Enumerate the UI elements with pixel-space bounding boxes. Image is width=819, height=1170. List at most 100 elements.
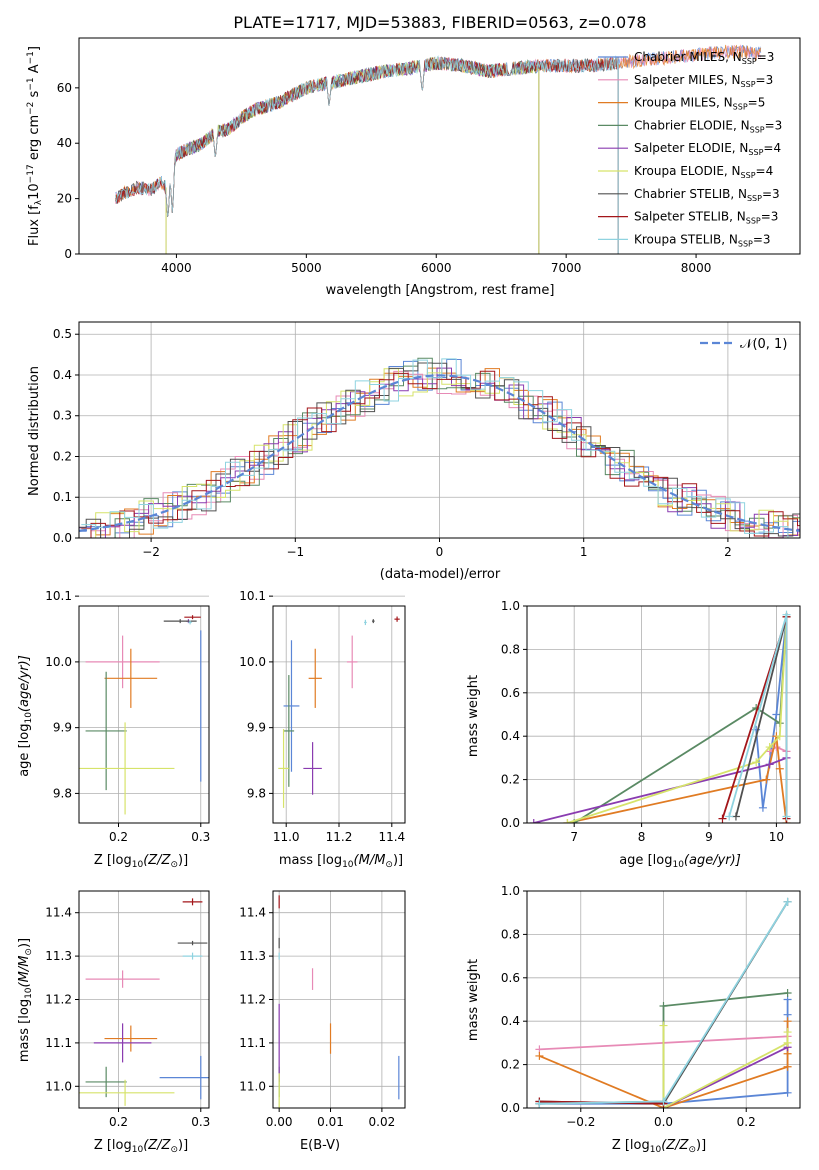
y-tick-label: 0.2: [53, 449, 72, 463]
residuals-y-label: Normed distribution: [27, 366, 42, 496]
spectrum-legend: Chabrier MILES, NSSP=3 Salpeter MILES, NS…: [598, 50, 782, 248]
x-tick-label: 11.0: [273, 830, 300, 844]
mass-age-panel: mass [log10(M/M⊙)] 11.0 11.2 11.4 9.8 9.9 10.…: [239, 589, 406, 870]
y-tick-label: 9.9: [247, 721, 266, 735]
weight-marker: [659, 1021, 668, 1030]
x-tick-label: 8: [638, 830, 646, 844]
x-tick-label: 6000: [421, 261, 452, 275]
axes-frame: [78, 605, 210, 824]
y-tick-label: 0.8: [501, 642, 520, 656]
y-tick-label: 0.4: [501, 1014, 520, 1028]
x-tick-label: 8000: [681, 261, 712, 275]
y-tick-label: 0.8: [501, 927, 520, 941]
ebv-mass-panel: E(B-V) 0.00 0.01 0.02 11.0 11.1 11.2 11.3 11.4: [239, 890, 406, 1153]
weight-marker: [783, 1062, 792, 1071]
y-tick-label: 1.0: [501, 599, 520, 613]
y-tick-label: 0.0: [53, 531, 72, 545]
weight-marker: [783, 988, 792, 997]
plot-area: [79, 357, 800, 538]
residual-histogram: [79, 367, 800, 538]
legend-entry: Chabrier ELODIE, NSSP=3: [634, 118, 782, 134]
y-tick-label: 1.0: [501, 884, 520, 898]
plot-area: [79, 898, 209, 1106]
x-tick-label: −2: [142, 545, 160, 559]
plot-area: [529, 610, 791, 823]
y-tick-label: 11.0: [45, 1079, 72, 1093]
legend-entry: Salpeter STELIB, NSSP=3: [634, 210, 778, 226]
x-tick-label: 7000: [551, 261, 582, 275]
x-tick-label: 9: [705, 830, 713, 844]
z-age-y-label: age [log10(age/yr)]: [17, 655, 34, 777]
y-tick-label: 0.5: [53, 327, 72, 341]
weight-marker: [772, 710, 781, 719]
y-tick-label: 0.0: [501, 1101, 520, 1115]
y-tick-label: 40: [57, 136, 72, 150]
y-tick-label: 0.1: [53, 490, 72, 504]
x-tick-label: 11.2: [326, 830, 353, 844]
residual-histogram: [81, 368, 800, 538]
weight-marker: [752, 758, 761, 767]
y-tick-label: 0.4: [501, 729, 520, 743]
z-mass-panel: Z [log10(Z/Z⊙)] mass [log10(M/M⊙)] 0.2 0.…: [17, 890, 210, 1155]
y-tick-label: 11.3: [45, 949, 72, 963]
residual-histogram: [81, 358, 800, 538]
x-tick-label: −1: [286, 545, 304, 559]
residual-histogram: [79, 357, 800, 538]
weight-marker: [762, 775, 771, 784]
y-tick-label: 0: [64, 247, 72, 261]
x-tick-label: 0.2: [109, 830, 128, 844]
spectrum-line: [115, 55, 619, 217]
residual-histogram: [79, 362, 800, 538]
y-tick-label: 0.2: [501, 1058, 520, 1072]
x-tick-label: −0.2: [566, 1115, 595, 1129]
weight-age-x-label: age [log10(age/yr)]: [619, 853, 741, 870]
weight-marker: [783, 897, 792, 906]
x-tick-label: 2: [724, 545, 732, 559]
plot-area: [278, 616, 400, 808]
x-tick-label: 5000: [291, 261, 322, 275]
x-tick-label: 7: [570, 830, 578, 844]
legend-entry: Kroupa MILES, NSSP=5: [634, 96, 765, 112]
weight-marker: [783, 1038, 792, 1047]
weight-marker: [535, 1099, 544, 1108]
spectrum-x-label: wavelength [Angstrom, rest frame]: [326, 283, 555, 298]
y-tick-label: 0.6: [501, 686, 520, 700]
x-tick-label: 4000: [161, 261, 192, 275]
y-tick-label: 11.4: [239, 906, 266, 920]
legend-entry: Chabrier STELIB, NSSP=3: [634, 187, 780, 203]
weight-marker: [659, 1002, 668, 1011]
weight-line: [662, 1025, 789, 1108]
weight-age-panel: age [log10(age/yr)] mass weight 7 8 9 10 0.0…: [466, 599, 801, 870]
y-tick-label: 9.8: [247, 786, 266, 800]
x-tick-label: 10: [769, 830, 784, 844]
z-mass-y-label: mass [log10(M/M⊙)]: [17, 938, 34, 1062]
weight-marker: [529, 819, 538, 823]
x-tick-label: 0.02: [369, 1115, 396, 1129]
weight-marker: [782, 610, 791, 619]
residual-histogram: [79, 370, 800, 538]
y-tick-label: 11.2: [45, 993, 72, 1007]
weight-line: [728, 614, 788, 817]
y-tick-label: 0.3: [53, 409, 72, 423]
weight-marker: [783, 1088, 792, 1097]
residuals-legend: 𝒩(0, 1): [700, 337, 787, 352]
plot-area: [535, 897, 792, 1108]
weight-marker: [765, 743, 774, 752]
legend-entry: Kroupa STELIB, NSSP=3: [634, 232, 771, 248]
axes-frame: [78, 37, 801, 255]
y-tick-label: 0.4: [53, 368, 72, 382]
weight-marker: [535, 1051, 544, 1060]
weight-marker: [718, 814, 727, 823]
y-tick-label: 10.0: [45, 655, 72, 669]
x-tick-label: 0: [436, 545, 444, 559]
x-tick-label: 0.3: [191, 830, 210, 844]
x-tick-label: 0.00: [266, 1115, 293, 1129]
weight-marker: [775, 764, 784, 773]
legend-entry: 𝒩(0, 1): [740, 337, 787, 352]
y-tick-label: 11.2: [239, 993, 266, 1007]
x-tick-label: 0.2: [109, 1115, 128, 1129]
x-tick-label: 0.0: [654, 1115, 673, 1129]
weight-marker: [563, 819, 572, 823]
ebv-mass-x-label: E(B-V): [300, 1138, 340, 1153]
